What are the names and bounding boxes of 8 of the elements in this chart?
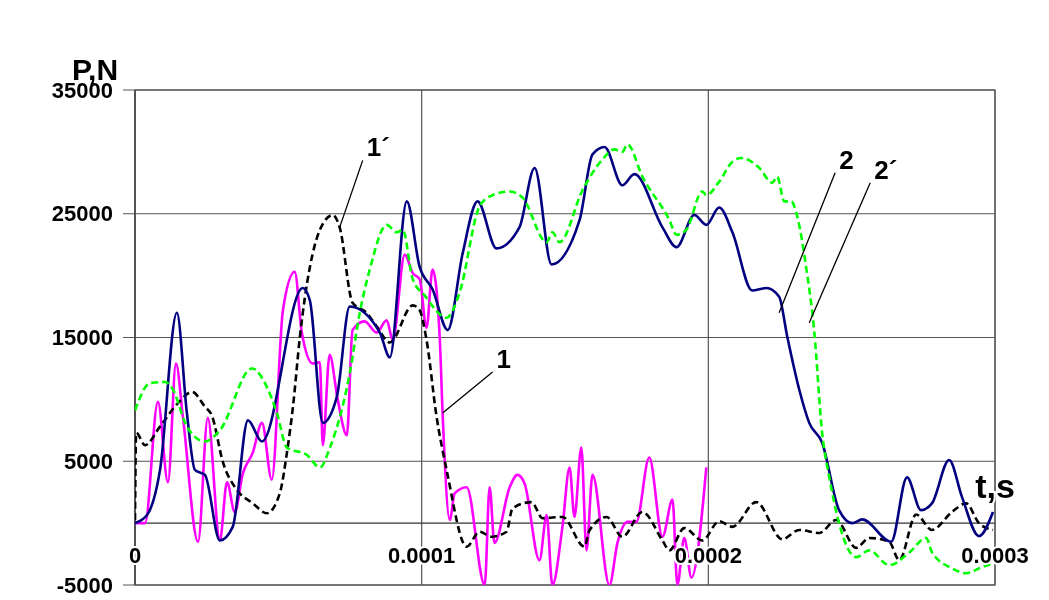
y-tick-label: -5000 bbox=[56, 572, 113, 598]
annotation: 1 bbox=[496, 343, 512, 374]
annotation: 2 bbox=[839, 144, 854, 175]
annotation: 1´ bbox=[366, 132, 390, 163]
y-tick-label: 5000 bbox=[64, 448, 113, 474]
y-tick-label: 15000 bbox=[51, 325, 113, 350]
annotation: 2´ bbox=[874, 154, 898, 185]
y-tick-label: 25000 bbox=[51, 201, 113, 227]
